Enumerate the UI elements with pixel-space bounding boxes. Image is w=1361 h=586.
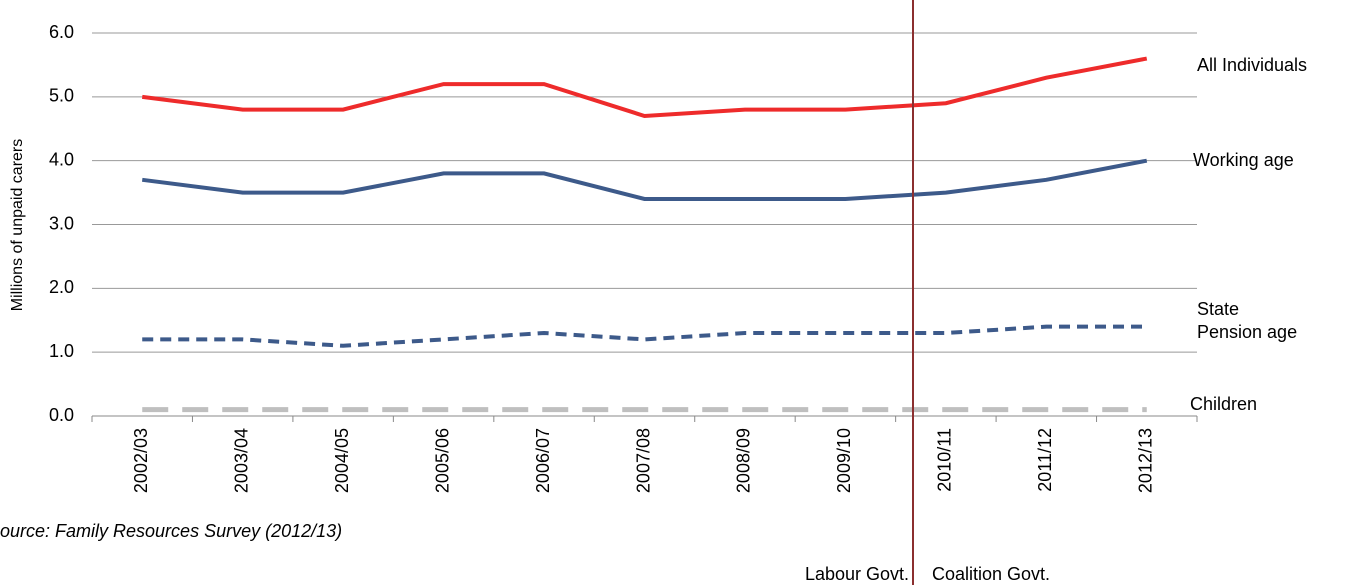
x-tick-label: 2003/04 [231,428,251,493]
y-tick-label: 5.0 [49,86,74,106]
series-line [141,56,1148,119]
y-tick-label: 4.0 [49,149,74,169]
series-label: All Individuals [1197,55,1308,75]
y-tick-label: 3.0 [49,213,74,233]
series-label: Children [1190,394,1258,414]
x-tick-label: 2010/11 [935,428,955,492]
series-label: State Pension age [1197,299,1298,342]
y-axis-label: Millions of unpaid carers [9,139,26,312]
y-tick-label: 1.0 [49,341,74,361]
y-tick-label: 2.0 [49,277,74,297]
x-tick-label: 2008/09 [734,428,754,493]
series-line [142,324,1147,348]
series-label: Working age [1193,150,1294,170]
x-tick-label: 2009/10 [834,428,854,493]
annotation: Coalition Govt. [932,564,1051,584]
x-tick-label: 2006/07 [533,428,553,493]
x-tick-label: 2005/06 [432,428,452,493]
x-tick-label: 2012/13 [1136,428,1156,493]
x-tick-label: 2007/08 [633,428,653,493]
series-line [141,158,1148,201]
annotation: Labour Govt. [804,564,909,584]
x-tick-label: 2002/03 [131,428,151,493]
x-tick-label: 2004/05 [332,428,352,493]
y-tick-label: 6.0 [49,22,74,42]
y-tick-label: 0.0 [49,405,74,425]
source-note: ource: Family Resources Survey (2012/13) [0,521,343,541]
x-tick-label: 2011/12 [1035,428,1055,492]
